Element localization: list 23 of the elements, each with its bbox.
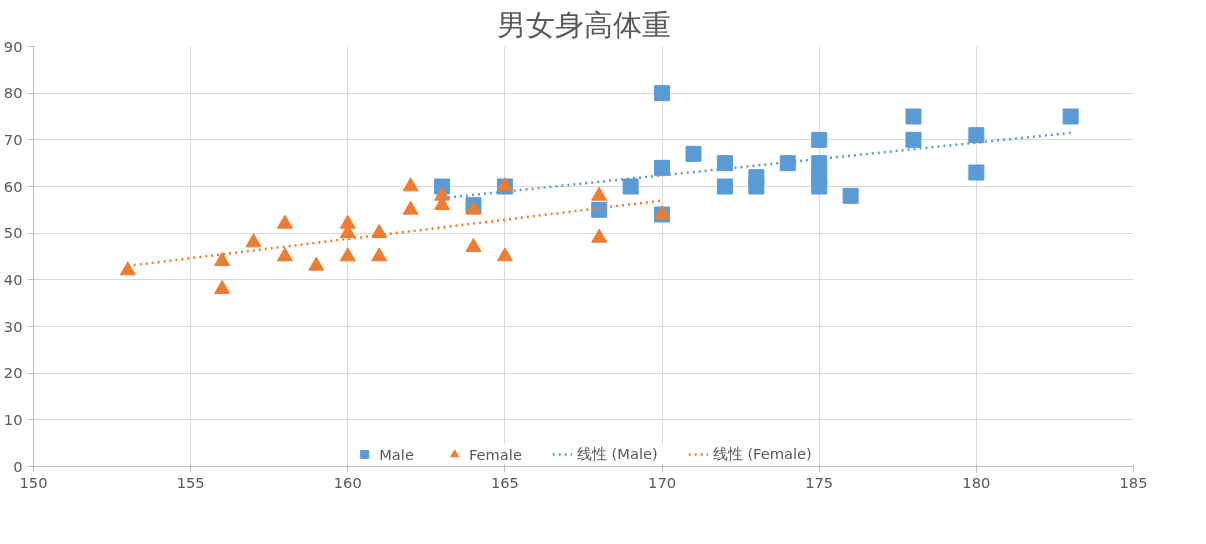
y-tick-label: 60 <box>3 177 23 195</box>
y-tick-label: 70 <box>3 130 23 148</box>
x-tick-label: 150 <box>19 473 48 491</box>
x-tick-label: 170 <box>648 473 677 491</box>
x-tick-label: 175 <box>805 473 834 491</box>
x-tick-label: 180 <box>962 473 991 491</box>
y-tick-label: 20 <box>3 364 23 382</box>
y-tick-label: 80 <box>3 84 23 102</box>
y-tick-label: 10 <box>3 410 23 428</box>
x-tick-label: 185 <box>1119 473 1148 491</box>
chart-title: 男女身高体重 <box>496 7 671 42</box>
y-tick-label: 0 <box>13 457 23 475</box>
y-tick-label: 90 <box>3 37 23 55</box>
y-tick-label: 40 <box>3 270 23 288</box>
y-tick-label: 30 <box>3 317 23 335</box>
x-tick-label: 165 <box>490 473 519 491</box>
x-tick-label: 155 <box>176 473 205 491</box>
legend-label: 线性 (Female) <box>712 444 812 464</box>
legend-label: 线性 (Male) <box>576 444 658 464</box>
legend-label: Female <box>468 445 522 463</box>
legend-label: Male <box>379 445 414 463</box>
y-tick-label: 50 <box>3 224 23 242</box>
x-tick-label: 160 <box>333 473 362 491</box>
